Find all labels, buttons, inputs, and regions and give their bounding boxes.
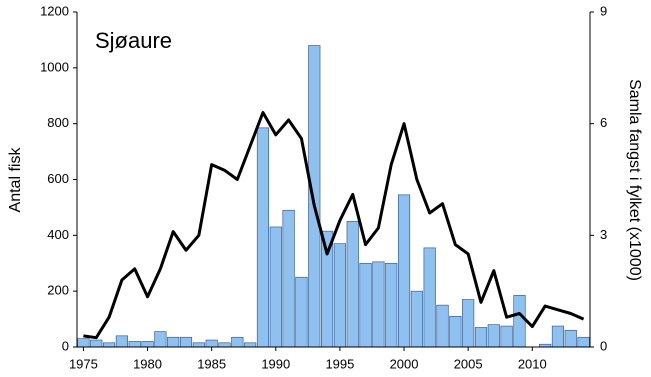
bar (128, 341, 141, 348)
x-tick-label: 2010 (518, 356, 547, 371)
bar (77, 338, 90, 348)
bar (115, 335, 128, 348)
x-tick-label: 1980 (133, 356, 162, 371)
bar (308, 45, 321, 348)
line (83, 111, 585, 340)
bar (179, 336, 193, 348)
bar (231, 336, 244, 348)
bar (397, 194, 411, 348)
bar (500, 325, 513, 348)
x-tick-label: 1985 (197, 356, 226, 371)
y-tick-label: 200 (47, 283, 69, 298)
y2-tick-label: 9 (600, 3, 607, 18)
annotation: Sjøaure (95, 28, 172, 53)
bar (474, 327, 488, 348)
y-tick-label: 1200 (40, 3, 69, 18)
bar (102, 342, 116, 348)
y-tick-label: 400 (47, 227, 69, 242)
y2-axis-label: Samla fangst i fylket (x1000) (626, 79, 643, 281)
y-tick-label: 800 (47, 115, 69, 130)
bar (205, 339, 218, 348)
bar (487, 324, 500, 348)
y-tick-label: 600 (47, 171, 69, 186)
bar (346, 221, 359, 348)
bar (282, 209, 295, 348)
bar (269, 226, 282, 348)
y-tick-label: 0 (62, 338, 69, 353)
bar (513, 295, 526, 348)
bar (333, 243, 346, 348)
bar (359, 262, 372, 348)
y-axis-label: Antal fisk (7, 147, 24, 213)
bar (295, 276, 308, 348)
bar (141, 341, 154, 348)
bar (577, 336, 590, 348)
bar (218, 342, 231, 348)
x-tick-label: 1990 (261, 356, 290, 371)
bar (423, 247, 436, 348)
bar (410, 290, 423, 348)
bar (256, 127, 270, 348)
y-tick-label: 1000 (40, 59, 69, 74)
x-tick-label: 1975 (69, 356, 98, 371)
y2-tick-label: 6 (600, 115, 607, 130)
bar (372, 261, 385, 348)
bar (192, 342, 205, 348)
bar (154, 331, 167, 348)
bar (449, 315, 462, 348)
bar (244, 342, 257, 348)
bar (436, 304, 449, 348)
x-tick-label: 2005 (454, 356, 483, 371)
y2-tick-label: 3 (600, 227, 607, 242)
bar (551, 325, 565, 348)
bar (564, 329, 577, 348)
y2-tick-label: 0 (600, 338, 607, 353)
bar (385, 262, 398, 348)
x-tick-label: 1995 (325, 356, 354, 371)
x-tick-label: 2000 (390, 356, 419, 371)
bar (90, 339, 103, 348)
bar (462, 299, 475, 348)
bar (167, 336, 180, 348)
